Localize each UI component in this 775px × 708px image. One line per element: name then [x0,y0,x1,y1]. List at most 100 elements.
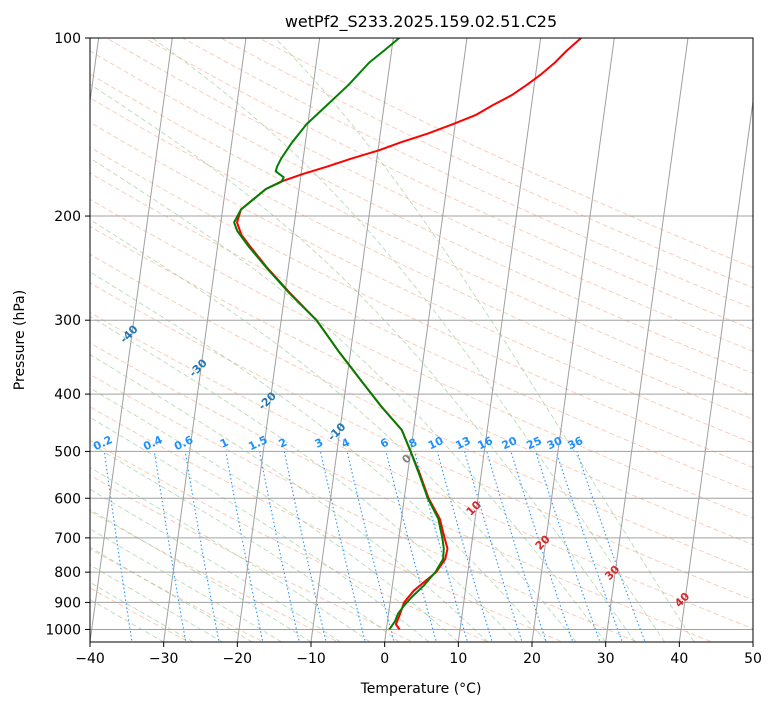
x-tick-label: −30 [149,651,179,667]
isotherm [236,38,321,642]
dry-adiabat [258,38,753,269]
y-tick-label: 300 [54,313,81,329]
series-line [236,38,582,631]
series-line [233,38,445,631]
y-tick-label: 1000 [45,622,81,638]
mixing-ratio-label: 13 [453,434,472,452]
mixing-ratio-line [184,451,220,642]
moist-adiabat [90,598,164,642]
y-tick-label: 500 [54,444,81,460]
moist-adiabat [152,38,665,642]
x-tick-label: −20 [223,651,253,667]
mixing-ratio-label: 36 [566,434,586,452]
moist-adiabat [90,271,548,642]
y-tick-label: 600 [54,491,81,507]
moist-adiabat [90,509,312,642]
mixing-ratio-line [153,451,187,642]
x-tick-label: 50 [744,651,762,667]
moist-adiabat [90,219,577,642]
x-tick-label: 30 [597,651,615,667]
warm-isotherm-label: 10 [464,498,484,518]
dry-adiabat [90,198,753,519]
dry-adiabat [90,50,753,374]
moist-adiabat [90,528,282,642]
mixing-ratio-label: 0.2 [91,433,114,453]
mixing-ratio-line [258,451,300,642]
x-tick-label: −40 [75,651,105,667]
grid [90,38,753,642]
mixing-ratio-label: 4 [339,436,352,451]
isotherm [752,638,753,642]
y-axis-label: Pressure (hPa) [12,290,28,390]
isotherm [457,38,542,642]
mixing-ratio-label: 1.5 [246,433,269,453]
background-lines [58,38,753,644]
isotherm-label: -60 [0,240,5,263]
moist-adiabat [90,157,607,642]
isotherm [163,38,247,642]
plot-frame [89,37,754,643]
mixing-ratio-line [535,451,601,642]
x-tick-label: 0 [380,651,389,667]
dry-adiabat [90,406,564,642]
mixing-ratio-line [510,451,574,642]
mixing-ratio-line [58,451,83,644]
x-tick-label: 10 [449,651,467,667]
warm-isotherm-label: 40 [672,590,692,610]
mixing-ratio-line [436,451,493,642]
x-tick-label: 20 [523,651,541,667]
dry-adiabat [90,146,753,468]
chart-title: wetPf2_S233.2025.159.02.51.C25 [285,12,557,32]
moist-adiabat [274,38,695,642]
dry-adiabat [90,548,265,642]
mixing-ratio-line [486,451,547,642]
isotherm-label: -30 [187,356,210,379]
moist-adiabat [90,443,400,642]
isotherm [531,38,615,642]
dry-adiabat [90,510,340,642]
moist-adiabat [90,315,518,642]
isotherm-label: -50 [49,286,72,309]
dry-adiabat [90,439,489,642]
mixing-ratio-label: 0.4 [141,433,164,453]
mixing-ratio-line [385,451,437,642]
warm-isotherm-label: 20 [533,532,553,552]
isotherm-label: -40 [117,322,140,345]
moist-adiabat [90,83,636,642]
mixing-ratio-label: 10 [426,434,446,452]
moist-adiabat [90,488,341,642]
mixing-ratio-label: 30 [545,434,565,452]
mixing-ratio-line [576,451,646,642]
moist-adiabat [90,581,194,642]
mixing-ratio-line [346,451,395,642]
x-axis-label: Temperature (°C) [360,681,482,697]
y-tick-label: 100 [54,31,81,47]
dry-adiabat [90,342,713,642]
mixing-ratio-line [283,451,327,642]
mixing-ratio-line [225,451,264,642]
series-layer [233,38,582,631]
mixing-ratio-line [319,451,366,642]
isotherm [605,38,689,642]
isotherm [90,38,173,642]
moist-adiabat [90,564,223,642]
moist-adiabat [90,416,430,642]
mixing-ratio-line [464,451,523,642]
moist-adiabat [90,546,253,642]
isotherm [310,38,394,642]
dry-adiabat [90,311,753,630]
dry-adiabat [90,373,639,642]
y-tick-label: 400 [54,387,81,403]
y-tick-label: 200 [54,209,81,225]
dry-adiabat [90,253,753,573]
mixing-ratio-label: 6 [378,436,391,451]
y-tick-label: 900 [54,595,81,611]
x-tick-label: −10 [296,651,326,667]
dry-adiabat [90,73,753,397]
dry-adiabat [90,97,753,420]
moist-adiabat [90,466,371,642]
dry-adiabat [90,282,753,601]
isotherm [678,97,753,642]
mixing-ratio-label: 2 [277,436,289,451]
